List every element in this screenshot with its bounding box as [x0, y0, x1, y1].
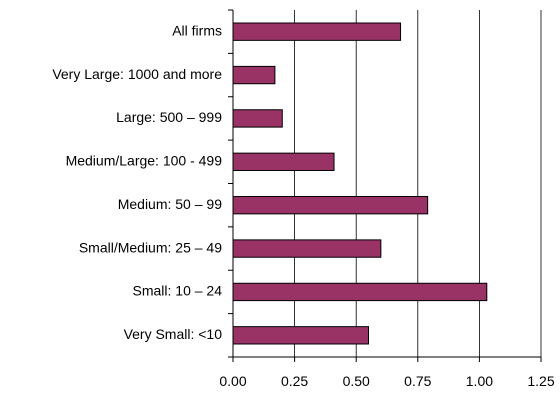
x-tick-label: 0.75 [404, 373, 431, 389]
gridlines [294, 10, 542, 357]
bar [232, 22, 402, 41]
bar [232, 152, 335, 171]
category-label: Medium: 50 – 99 [118, 196, 222, 212]
category-label: Medium/Large: 100 - 499 [66, 153, 223, 169]
category-label: Very Large: 1000 and more [52, 66, 222, 82]
axes [228, 9, 542, 362]
x-tick-label: 0.25 [281, 373, 308, 389]
x-tick-label: 1.00 [466, 373, 493, 389]
x-tick-label: 0.50 [343, 373, 370, 389]
category-label: Large: 500 – 999 [116, 109, 222, 125]
category-label: Small: 10 – 24 [133, 283, 223, 299]
bar [232, 109, 283, 128]
bar [232, 326, 370, 345]
bar [232, 239, 382, 258]
bar [232, 196, 429, 215]
bar [232, 65, 276, 85]
bars [232, 22, 488, 345]
x-tick-label: 1.25 [527, 373, 554, 389]
labels: All firms Very Large: 1000 and more Large:… [52, 22, 555, 389]
category-label: Very Small: <10 [124, 326, 223, 342]
category-label: All firms [172, 22, 222, 38]
x-tick-label: 0.00 [219, 373, 246, 389]
category-label: Small/Medium: 25 – 49 [79, 239, 222, 255]
bar [232, 282, 488, 302]
